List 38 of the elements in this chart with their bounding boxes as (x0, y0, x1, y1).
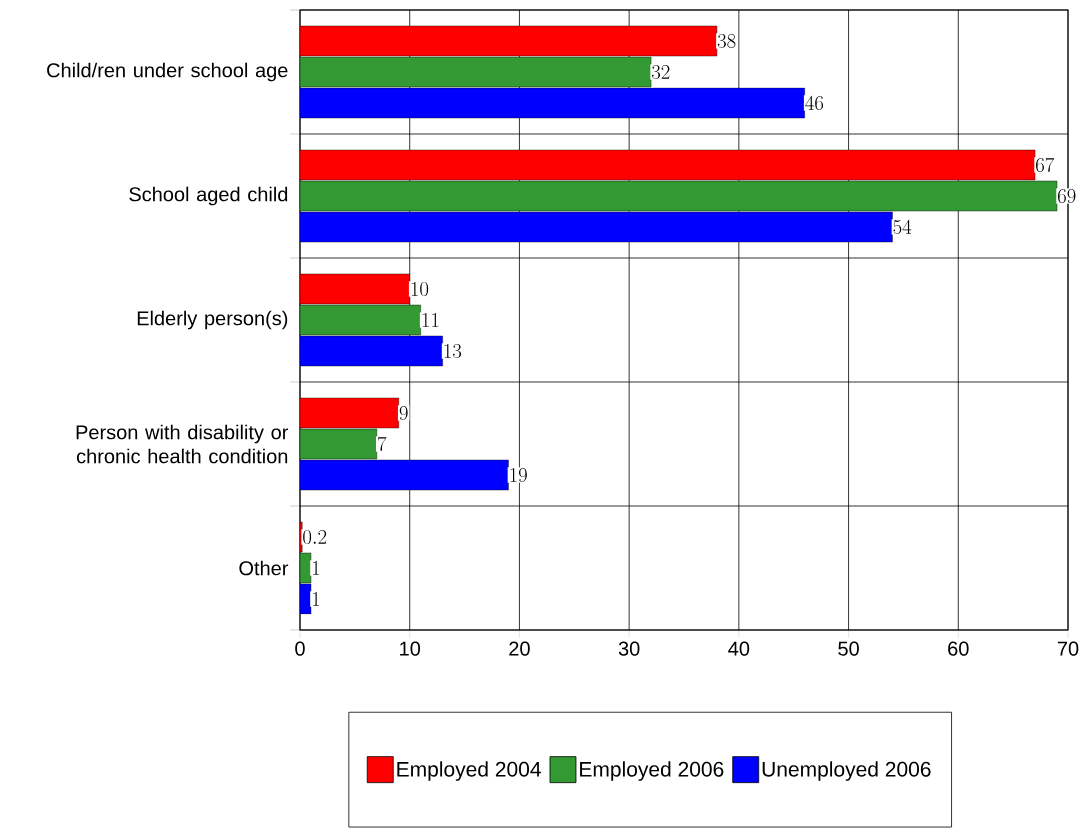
x-tick-label: 20 (509, 641, 530, 656)
bar (300, 428, 377, 460)
bar (300, 304, 421, 336)
bar (300, 56, 652, 88)
data-label: 46 (805, 95, 824, 111)
legend-label: Employed 2004 (397, 761, 541, 781)
data-label: 32 (651, 64, 670, 80)
y-tick-label: Elderly person(s) (137, 310, 288, 330)
y-tick-label: Other (239, 560, 289, 576)
data-label: 0.2 (303, 529, 327, 545)
x-tick-label: 10 (400, 641, 421, 656)
data-label: 11 (422, 312, 439, 327)
x-tick-label: 40 (728, 641, 750, 656)
x-tick-label: 50 (838, 641, 859, 656)
bar (300, 397, 399, 429)
data-label: 13 (444, 343, 462, 359)
data-label: 10 (411, 281, 429, 297)
data-label: 54 (893, 219, 912, 235)
data-label: 67 (1036, 157, 1055, 173)
data-label: 38 (717, 33, 736, 49)
y-tick-label: Child/ren under school age (47, 62, 288, 82)
bar (300, 273, 410, 305)
x-tick-label: 0 (295, 641, 305, 656)
legend-label: Unemployed 2006 (762, 761, 931, 781)
x-tick-label: 30 (618, 641, 640, 656)
y-tick-label: School aged child (129, 186, 288, 206)
data-label: 7 (377, 436, 387, 452)
data-label: 69 (1058, 188, 1076, 204)
y-tick-label: Person with disability or chronic health condition (76, 424, 289, 464)
legend-label: Employed 2006 (580, 761, 724, 781)
data-label: 1 (312, 560, 320, 575)
data-label: 1 (312, 591, 320, 606)
data-label: 9 (399, 405, 408, 421)
x-tick-label: 60 (948, 641, 969, 656)
bar (300, 149, 1036, 181)
data-label: 19 (510, 467, 527, 483)
bar (300, 25, 718, 57)
x-tick-label: 70 (1057, 641, 1079, 656)
